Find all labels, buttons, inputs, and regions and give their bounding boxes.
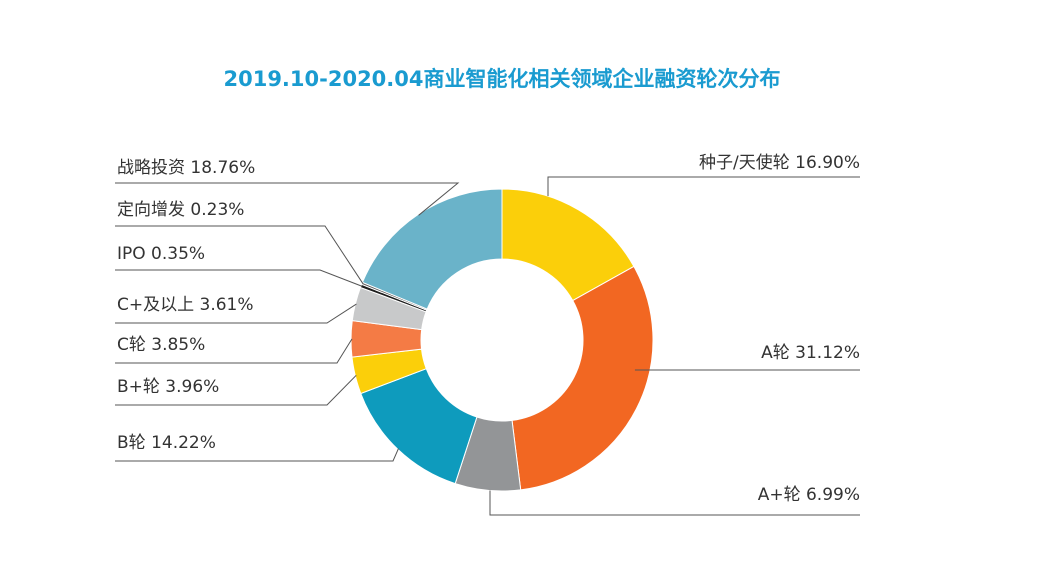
leader-line-5	[115, 374, 357, 406]
slice-2	[511, 265, 654, 491]
chart-title: 2019.10-2020.04商业智能化相关领域企业融资轮次分布	[223, 67, 780, 91]
slice-labels: 种子/天使轮 16.90% A轮 31.12% A+轮 6.99% B轮 14.22%…	[117, 152, 860, 505]
leader-line-8	[115, 269, 363, 287]
leader-line-3	[489, 490, 860, 516]
leader-line-6	[115, 338, 353, 364]
slice-label-10: 战略投资 18.76%	[117, 158, 255, 178]
leader-lines	[115, 176, 860, 516]
slice-label-7: C+及以上 3.61%	[117, 295, 254, 315]
leader-line-4	[115, 448, 399, 462]
slice-label-1: 种子/天使轮 16.90%	[699, 152, 860, 173]
slice-label-9: 定向增发 0.23%	[117, 200, 244, 220]
slice-label-6: C轮 3.85%	[117, 335, 205, 355]
leader-line-7	[115, 303, 357, 324]
slice-label-5: B+轮 3.96%	[117, 377, 219, 397]
leader-line-10	[115, 182, 460, 216]
leader-line-1	[547, 176, 860, 197]
slice-label-4: B轮 14.22%	[117, 433, 216, 453]
slice-10	[361, 188, 503, 310]
slice-label-2: A轮 31.12%	[761, 343, 860, 363]
slice-label-8: IPO 0.35%	[117, 244, 205, 264]
slice-label-3: A+轮 6.99%	[758, 485, 860, 505]
slices	[350, 188, 654, 492]
leader-line-9	[115, 225, 364, 284]
